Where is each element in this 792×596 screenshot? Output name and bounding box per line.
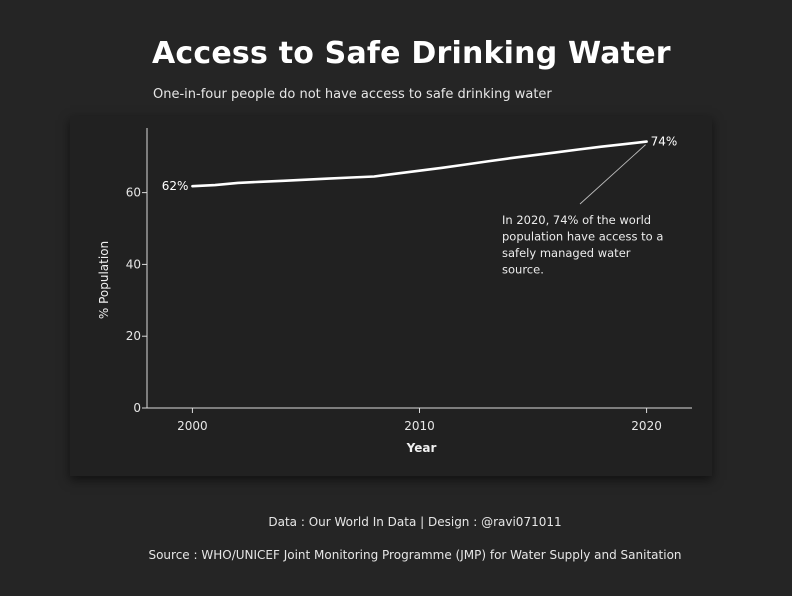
series-layer [191, 140, 648, 188]
page-title: Access to Safe Drinking Water [152, 36, 671, 71]
x-axis-title: Year [406, 441, 437, 455]
x-tick-label: 2010 [404, 419, 435, 433]
footer-source: Source : WHO/UNICEF Joint Monitoring Pro… [148, 548, 682, 562]
chart-panel: 0 20 40 60 2000 2010 2020 62% 74% In 2020, 74% … [70, 116, 712, 476]
y-tick-label: 40 [126, 257, 141, 271]
footer-credit: Data : Our World In Data | Design : @rav… [268, 515, 562, 529]
x-tick-label: 2020 [631, 419, 662, 433]
x-tick-label: 2000 [177, 419, 208, 433]
annotation-text-line: population have access to a [502, 230, 663, 244]
annotation-text-line: source. [502, 263, 544, 277]
annotation-leader-line [579, 144, 646, 205]
series-line [191, 140, 648, 188]
y-tick-label: 20 [126, 329, 141, 343]
page-subtitle: One-in-four people do not have access to… [153, 87, 552, 102]
y-axis-title: % Population [97, 241, 111, 319]
point-label: 74% [651, 135, 678, 149]
y-tick-label: 60 [126, 186, 141, 200]
annotation-text-line: In 2020, 74% of the world [502, 213, 651, 227]
axes [142, 128, 692, 413]
point-labels: 62% 74% [162, 135, 678, 194]
tick-labels: 0 20 40 60 2000 2010 2020 [126, 186, 662, 433]
line-chart: 0 20 40 60 2000 2010 2020 62% 74% In 2020, 74% … [97, 128, 692, 455]
y-tick-label: 0 [133, 401, 141, 415]
point-label: 62% [162, 179, 189, 193]
annotation-text-line: safely managed water [502, 246, 631, 260]
annotation: In 2020, 74% of the world population have… [502, 144, 663, 277]
